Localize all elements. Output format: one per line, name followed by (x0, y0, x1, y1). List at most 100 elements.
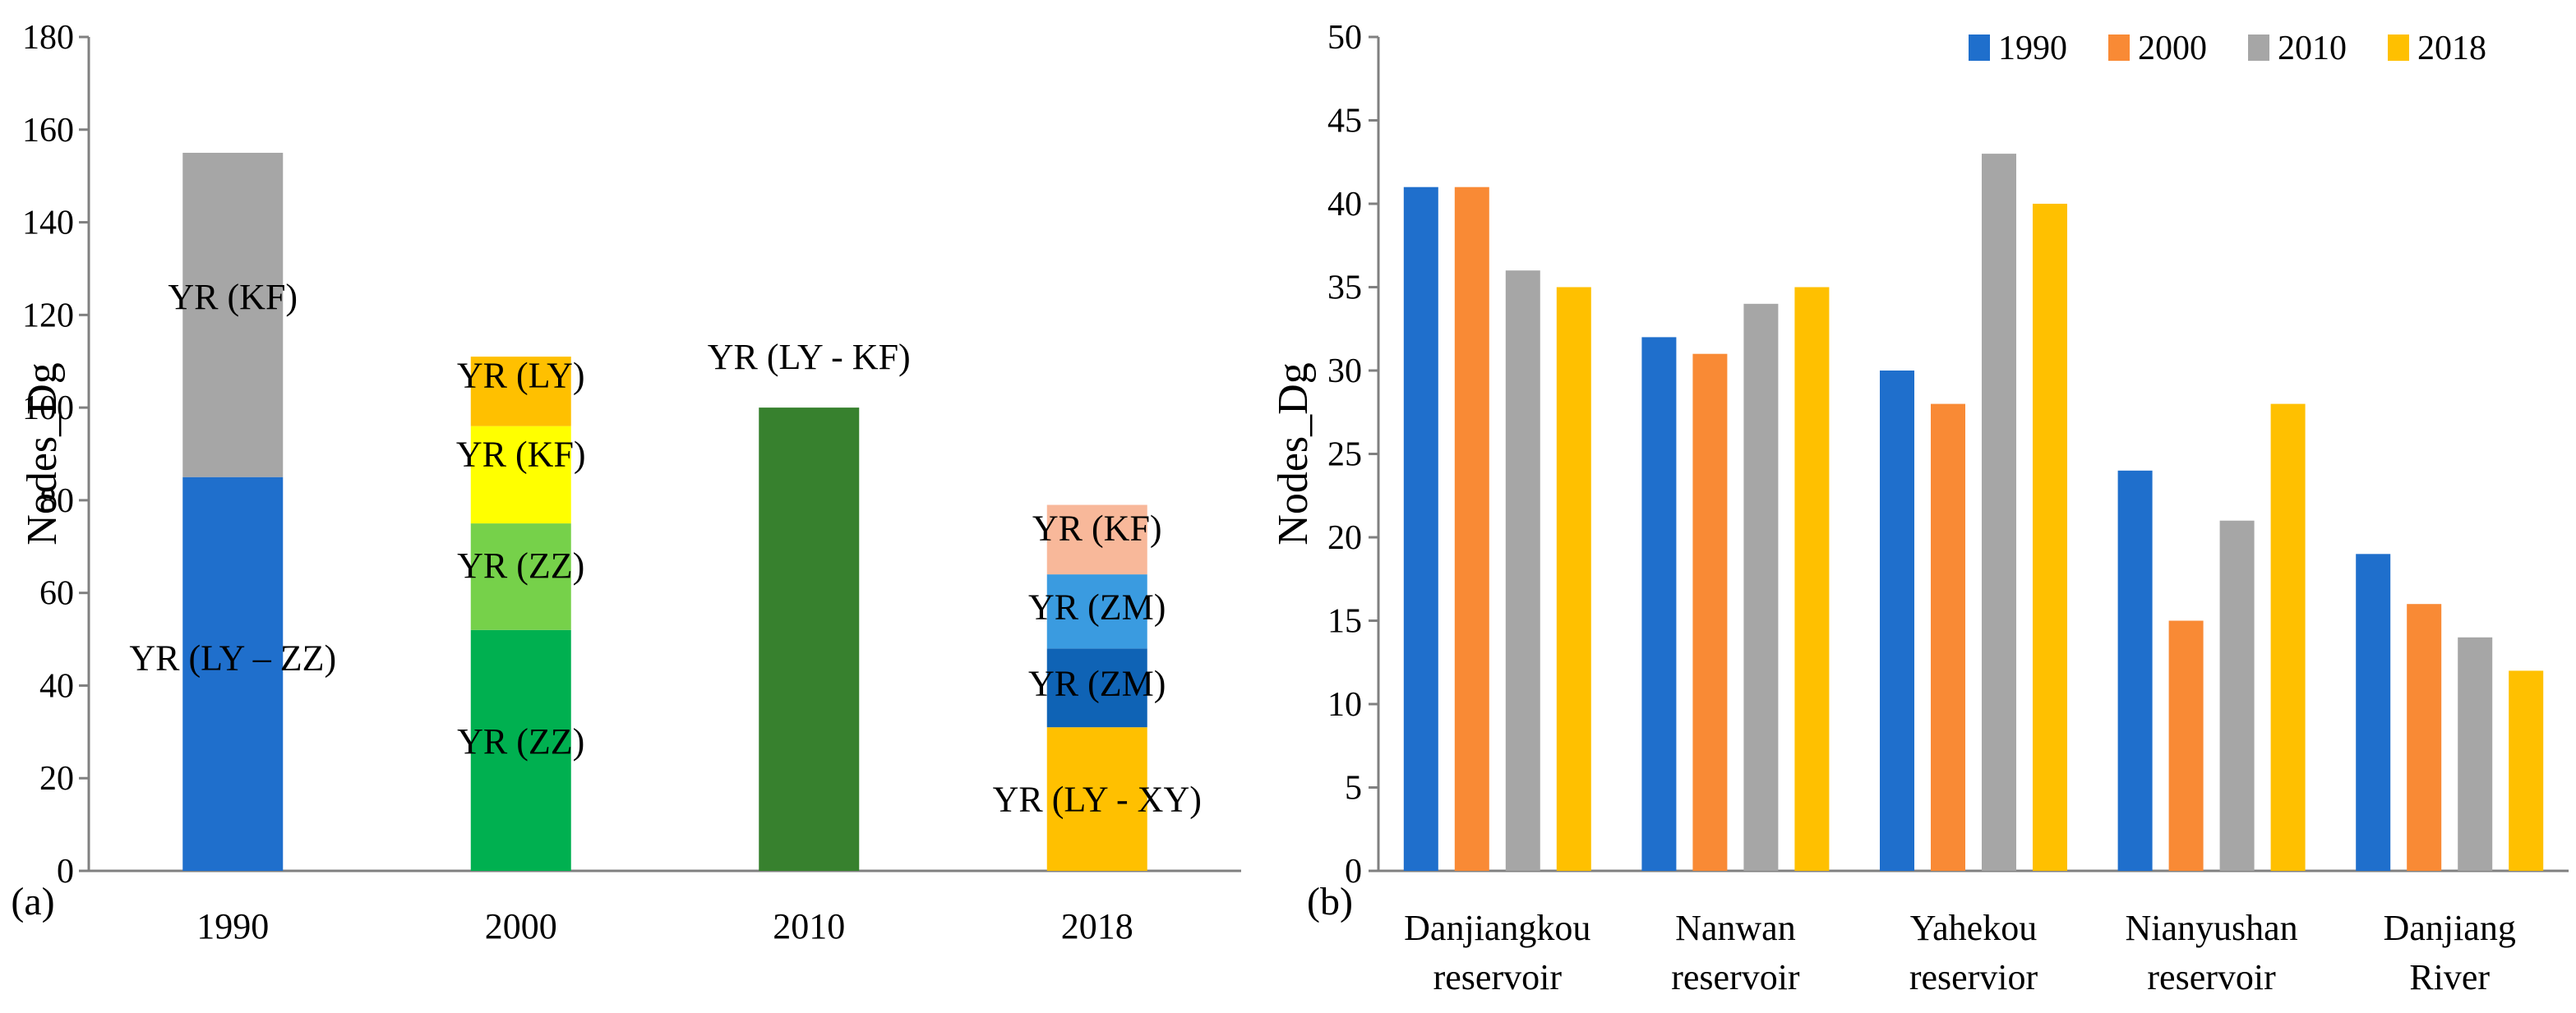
legend-label: 2000 (2138, 30, 2207, 67)
segment-label: YR (ZM) (1028, 587, 1166, 628)
x-tick-label-b: River (2409, 957, 2490, 997)
bar-segment (759, 408, 860, 872)
y-tick-label-a: 160 (22, 112, 74, 150)
y-tick-label-b: 10 (1327, 686, 1362, 724)
bar-2018 (2033, 204, 2067, 871)
bar-segment (470, 426, 571, 524)
y-tick-label-b: 25 (1327, 436, 1362, 474)
stack-2010: YR (LY - KF) (708, 337, 911, 872)
legend-swatch (1969, 35, 1990, 61)
x-tick-label-b: reservoir (1433, 957, 1563, 997)
y-tick-label-b: 15 (1327, 603, 1362, 641)
x-tick-label-b: reservoir (1671, 957, 1800, 997)
stack-1990: YR (LY – ZZ) YR (KF) (129, 152, 336, 871)
y-tick-label-a: 60 (39, 575, 74, 613)
y-tick-label-a: 40 (39, 667, 74, 705)
legend-label: 2018 (2417, 30, 2486, 67)
bar-2000 (1931, 403, 1965, 872)
y-tick-label-a: 120 (22, 297, 74, 334)
chart-panel-b: 0 5 10 15 20 25 30 35 40 45 50 Nodes_Dg (b) Danjiangk… (1270, 19, 2569, 997)
legend-swatch (2108, 35, 2130, 61)
bar-2000 (1454, 186, 1489, 871)
bar-segment (1046, 648, 1147, 728)
y-tick-label-a: 80 (39, 482, 74, 520)
y-tick-label-b: 35 (1327, 269, 1362, 307)
x-tick-label-a: 2018 (1061, 906, 1133, 946)
bar-group (1641, 287, 1830, 871)
bar-2010 (2219, 520, 2255, 871)
bar-group (2117, 403, 2306, 872)
segment-label: YR (LY - KF) (708, 337, 911, 377)
segment-label: YR (LY - XY) (993, 780, 1202, 820)
x-tick-label-b: Nanwan (1675, 908, 1796, 948)
x-tick-label-a: 2010 (773, 906, 845, 946)
x-tick-label-b: Yahekou (1910, 908, 2037, 948)
bar-segment (470, 629, 571, 871)
bar-segment (1046, 574, 1147, 649)
bar-1990 (2117, 470, 2153, 871)
bar-1990 (1403, 186, 1438, 871)
x-tick-label-b: Danjiang (2384, 908, 2516, 948)
chart-panel-a: 0 20 40 60 80 100 120 140 160 180 Nodes_Dg (a) YR (L… (11, 19, 1241, 946)
y-tick-label-b: 50 (1327, 19, 1362, 57)
segment-label: YR (ZZ) (457, 721, 584, 762)
segment-label: YR (ZZ) (457, 546, 584, 586)
y-axis-label-b: Nodes_Dg (1270, 362, 1317, 545)
segment-label: YR (LY) (457, 356, 585, 396)
x-tick-label-b: reservoir (2147, 957, 2276, 997)
bar-group (1403, 186, 1591, 871)
segment-label: YR (KF) (456, 435, 586, 475)
legend: 1990 2000 2010 2018 (1969, 30, 2486, 67)
bar-segment (182, 152, 284, 477)
legend-swatch (2248, 35, 2269, 61)
bar-2018 (2270, 403, 2306, 872)
x-tick-label-b: reservior (1909, 957, 2038, 997)
y-tick-label-b: 5 (1345, 770, 1362, 808)
bar-group (2356, 554, 2544, 871)
legend-swatch (2388, 35, 2409, 61)
bar-segment (1046, 504, 1147, 575)
y-tick-label-a: 100 (22, 389, 74, 427)
bar-2018 (2509, 670, 2544, 871)
y-tick-label-b: 0 (1345, 853, 1362, 891)
stack-2000: YR (ZZ) YR (ZZ) YR (KF) YR (LY) (456, 356, 586, 871)
bar-1990 (1641, 337, 1677, 871)
segment-label: YR (KF) (1032, 509, 1162, 549)
legend-label: 1990 (1998, 30, 2067, 67)
legend-label: 2010 (2278, 30, 2347, 67)
bar-segment (182, 477, 284, 871)
x-tick-label-a: 2000 (485, 906, 557, 946)
y-axis-label-a: Nodes_Dg (19, 362, 66, 545)
segment-label: YR (KF) (168, 277, 298, 317)
bar-2000 (2407, 604, 2442, 871)
segment-label: YR (LY – ZZ) (129, 638, 336, 679)
y-tick-label-a: 0 (57, 853, 74, 891)
bar-2000 (1692, 353, 1728, 871)
panel-label-a: (a) (11, 880, 54, 923)
x-tick-label-b: Danjiangkou (1404, 908, 1590, 948)
bar-segment (470, 523, 571, 630)
bar-2018 (1794, 287, 1830, 871)
y-tick-label-b: 40 (1327, 186, 1362, 223)
panel-label-b: (b) (1307, 880, 1353, 923)
stack-2018: YR (LY - XY) YR (ZM) YR (ZM) YR (KF) (993, 504, 1202, 871)
bar-2000 (2168, 620, 2204, 871)
y-tick-label-a: 180 (22, 19, 74, 57)
y-tick-label-b: 45 (1327, 103, 1362, 140)
segment-label: YR (ZM) (1028, 664, 1166, 704)
y-tick-label-b: 20 (1327, 519, 1362, 557)
y-tick-label-b: 30 (1327, 352, 1362, 390)
bar-2010 (1743, 303, 1779, 871)
bar-2018 (1556, 287, 1591, 871)
bar-group (1880, 154, 2067, 872)
bar-2010 (2458, 637, 2493, 871)
bar-segment (470, 357, 571, 426)
bar-1990 (2356, 554, 2391, 871)
x-tick-label-a: 1990 (196, 906, 269, 946)
bar-segment (1046, 727, 1147, 871)
bar-2010 (1982, 154, 2016, 872)
bar-1990 (1880, 371, 1914, 871)
x-tick-label-b: Nianyushan (2126, 908, 2298, 948)
bar-2010 (1505, 270, 1540, 871)
